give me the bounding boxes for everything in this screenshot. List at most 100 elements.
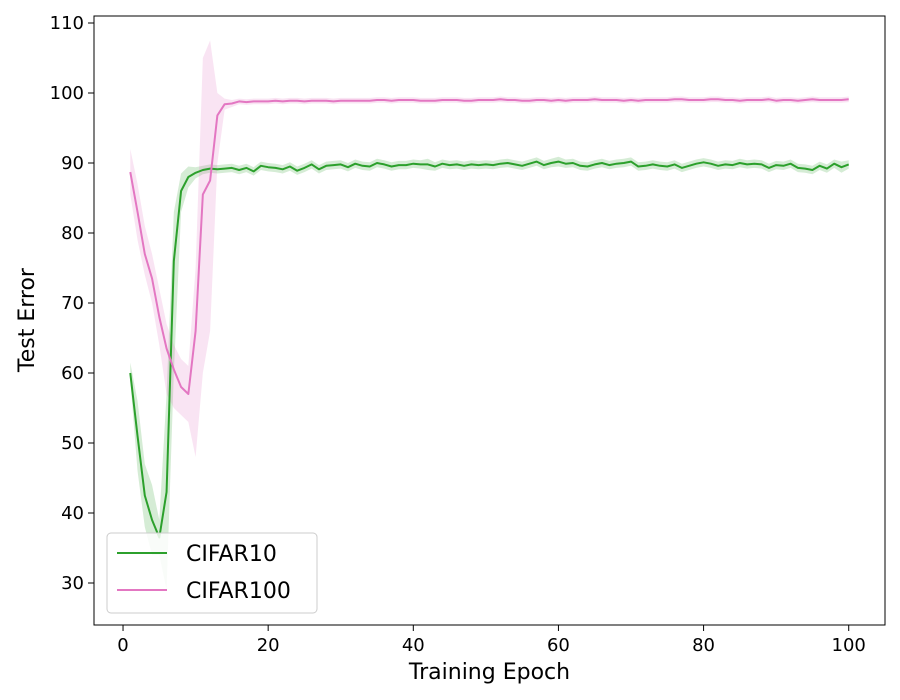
point-cifar10 (238, 169, 240, 171)
point-cifar10 (376, 162, 378, 164)
point-cifar100 (833, 99, 835, 101)
point-cifar10 (383, 164, 385, 166)
point-cifar100 (819, 99, 821, 101)
point-cifar10 (398, 164, 400, 166)
point-cifar100 (485, 99, 487, 101)
point-cifar100 (674, 99, 676, 101)
point-cifar10 (173, 260, 175, 262)
line-cifar10 (129, 160, 850, 539)
point-cifar10 (231, 167, 233, 169)
plot-area-frame (93, 15, 886, 626)
y-axis-ticks: 30 40 50 60 70 80 90 100 110 (50, 13, 94, 594)
y-tick-label: 70 (61, 293, 84, 314)
point-cifar100 (180, 386, 182, 388)
point-cifar100 (754, 99, 756, 101)
point-cifar100 (761, 99, 763, 101)
point-cifar10 (311, 164, 313, 166)
point-cifar10 (347, 166, 349, 168)
point-cifar10 (790, 163, 792, 165)
confidence-bands (130, 40, 849, 590)
point-cifar100 (253, 101, 255, 103)
point-cifar100 (289, 100, 291, 102)
point-cifar10 (739, 162, 741, 164)
point-cifar10 (514, 164, 516, 166)
point-cifar10 (500, 163, 502, 165)
point-cifar100 (195, 330, 197, 332)
point-cifar10 (340, 164, 342, 166)
point-cifar100 (790, 99, 792, 101)
point-cifar100 (637, 100, 639, 102)
point-cifar10 (188, 176, 190, 178)
point-cifar100 (681, 99, 683, 101)
point-cifar100 (579, 99, 581, 101)
point-cifar100 (703, 99, 705, 101)
point-cifar100 (267, 101, 269, 103)
point-cifar100 (659, 99, 661, 101)
point-cifar100 (652, 99, 654, 101)
point-cifar10 (594, 164, 596, 166)
point-cifar10 (674, 164, 676, 166)
point-cifar10 (848, 164, 850, 166)
y-tick-label: 90 (61, 153, 84, 174)
point-cifar10 (456, 164, 458, 166)
point-cifar100 (587, 99, 589, 101)
point-cifar100 (260, 101, 262, 103)
point-cifar10 (318, 169, 320, 171)
y-tick-label: 100 (50, 83, 84, 104)
point-cifar100 (543, 99, 545, 101)
point-cifar100 (848, 99, 850, 101)
point-cifar10 (137, 435, 139, 437)
point-cifar100 (775, 100, 777, 102)
point-cifar10 (442, 163, 444, 165)
point-cifar100 (376, 99, 378, 101)
point-cifar100 (572, 99, 574, 101)
legend-label-cifar10: CIFAR10 (186, 542, 277, 567)
point-cifar100 (688, 99, 690, 101)
point-cifar10 (202, 169, 204, 171)
point-cifar100 (442, 99, 444, 101)
point-cifar10 (543, 164, 545, 166)
point-cifar10 (775, 164, 777, 166)
point-cifar10 (325, 165, 327, 167)
point-cifar10 (812, 169, 814, 171)
x-axis-ticks: 0 20 40 60 80 100 (117, 625, 866, 656)
point-cifar100 (630, 99, 632, 101)
point-cifar10 (819, 165, 821, 167)
point-cifar100 (325, 100, 327, 102)
point-cifar10 (507, 162, 509, 164)
point-cifar100 (275, 100, 277, 102)
point-cifar10 (645, 165, 647, 167)
point-cifar100 (739, 100, 741, 102)
point-cifar10 (587, 166, 589, 168)
point-cifar10 (732, 164, 734, 166)
point-cifar100 (129, 171, 131, 173)
point-cifar10 (260, 165, 262, 167)
point-cifar10 (783, 165, 785, 167)
point-cifar10 (420, 164, 422, 166)
x-tick-label: 40 (402, 635, 425, 656)
point-cifar10 (601, 162, 603, 164)
point-cifar10 (579, 165, 581, 167)
point-cifar100 (405, 99, 407, 101)
point-cifar100 (354, 100, 356, 102)
point-cifar10 (630, 161, 632, 163)
point-cifar100 (304, 101, 306, 103)
point-cifar10 (550, 162, 552, 164)
point-cifar100 (434, 100, 436, 102)
point-cifar100 (173, 369, 175, 371)
point-cifar10 (768, 167, 770, 169)
point-cifar100 (224, 103, 226, 105)
point-cifar10 (652, 164, 654, 166)
point-cifar10 (304, 167, 306, 169)
point-cifar10 (746, 164, 748, 166)
point-cifar10 (797, 167, 799, 169)
point-cifar100 (340, 100, 342, 102)
point-cifar100 (841, 99, 843, 101)
point-cifar100 (826, 99, 828, 101)
point-cifar10 (841, 166, 843, 168)
point-cifar100 (151, 278, 153, 280)
point-cifar100 (246, 101, 248, 103)
point-cifar10 (558, 161, 560, 163)
point-cifar10 (354, 163, 356, 165)
